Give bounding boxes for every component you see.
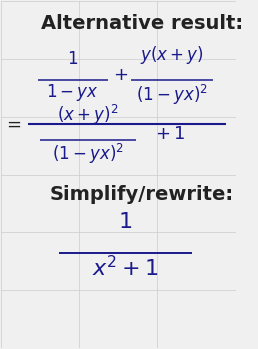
Text: Simplify/rewrite:: Simplify/rewrite: [50, 185, 234, 204]
Text: $(1-yx)^2$: $(1-yx)^2$ [52, 142, 124, 166]
Text: $y(x+y)$: $y(x+y)$ [140, 44, 204, 66]
Text: $+\,1$: $+\,1$ [155, 125, 185, 143]
Text: $1$: $1$ [118, 211, 133, 232]
Text: $+$: $+$ [113, 66, 128, 84]
Text: $(x+y)^2$: $(x+y)^2$ [57, 103, 119, 127]
Text: $x^2+1$: $x^2+1$ [92, 255, 159, 280]
Text: $1-yx$: $1-yx$ [46, 82, 99, 103]
Text: $=$: $=$ [3, 114, 22, 132]
Text: Alternative result:: Alternative result: [41, 14, 243, 32]
Text: $(1-yx)^2$: $(1-yx)^2$ [136, 82, 208, 106]
Text: $1$: $1$ [67, 50, 78, 68]
